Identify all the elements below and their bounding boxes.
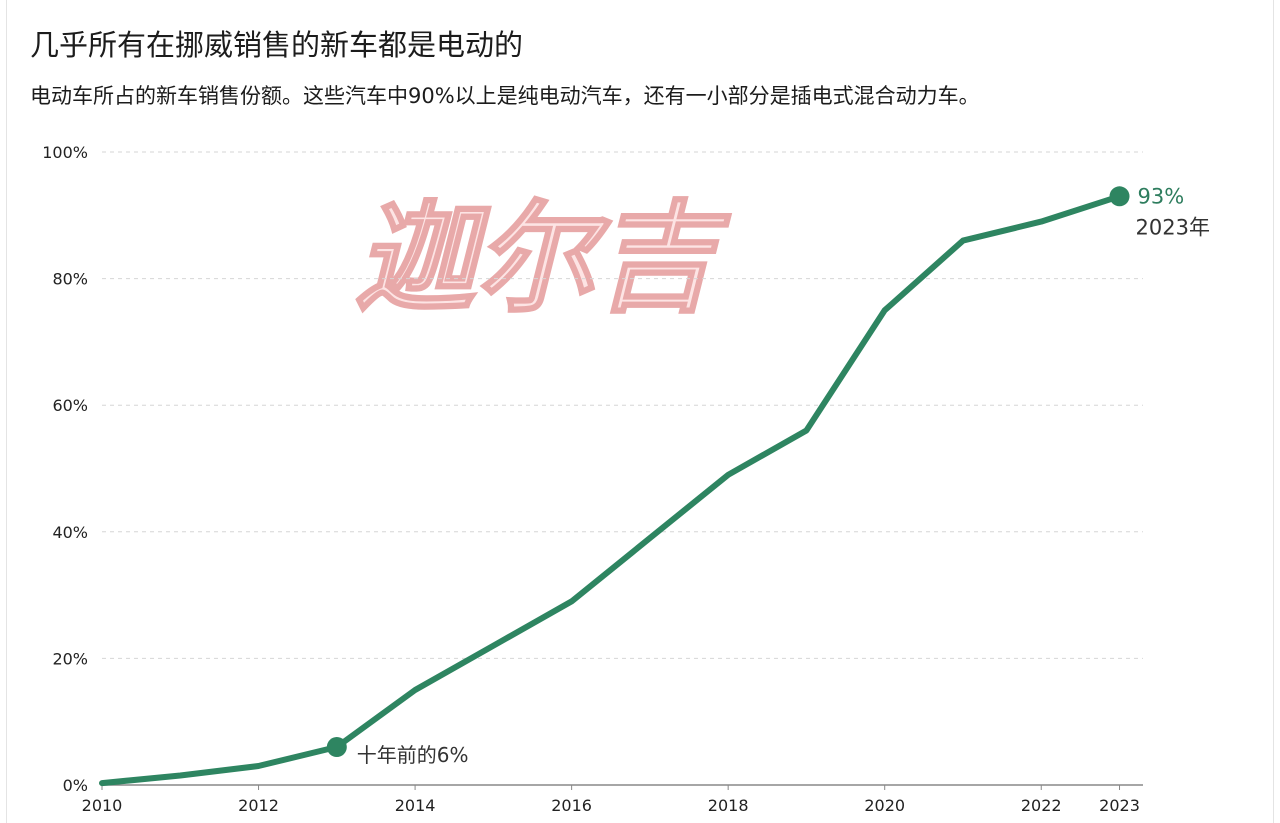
data-point-2022 — [1038, 219, 1044, 225]
x-tick-label: 2010 — [82, 796, 123, 815]
start-marker — [326, 737, 347, 758]
x-tick-label: 2023 — [1099, 796, 1140, 815]
y-tick-label: 80% — [52, 270, 88, 289]
x-tick-label: 2018 — [708, 796, 749, 815]
data-point-2021 — [960, 238, 966, 244]
series-line — [99, 193, 1123, 787]
end-year-label: 2023年 — [1136, 215, 1210, 239]
end-value-label: 93% — [1138, 184, 1185, 208]
x-tick-label: 2020 — [864, 796, 905, 815]
data-point-2020 — [882, 307, 888, 313]
data-point-2014 — [412, 687, 418, 693]
y-tick-label: 20% — [52, 649, 88, 668]
watermark-text: 迦尔吉 — [355, 190, 731, 329]
x-tick-label: 2012 — [238, 796, 279, 815]
start-annotation: 十年前的6% — [357, 743, 469, 767]
chart-title: 几乎所有在挪威销售的新车都是电动的 — [30, 28, 524, 62]
end-marker — [1109, 186, 1130, 207]
data-point-2012 — [256, 763, 262, 769]
y-tick-label: 60% — [52, 396, 88, 415]
data-point-2016 — [569, 598, 575, 604]
chart-frame — [6, 0, 1274, 823]
data-point-2019 — [803, 428, 809, 434]
chart-subtitle: 电动车所占的新车销售份额。这些汽车中90%以上是纯电动汽车，还有一小部分是插电式… — [30, 84, 980, 108]
data-point-2017 — [647, 535, 653, 541]
x-tick-label: 2014 — [395, 796, 436, 815]
y-tick-label: 0% — [63, 776, 88, 795]
x-tick-label: 2022 — [1021, 796, 1062, 815]
y-tick-label: 100% — [42, 143, 88, 162]
y-tick-label: 40% — [52, 523, 88, 542]
data-point-2015 — [490, 643, 496, 649]
data-point-2011 — [177, 773, 183, 779]
x-tick-label: 2016 — [551, 796, 592, 815]
data-point-2010 — [99, 780, 105, 786]
data-point-2018 — [725, 472, 731, 478]
